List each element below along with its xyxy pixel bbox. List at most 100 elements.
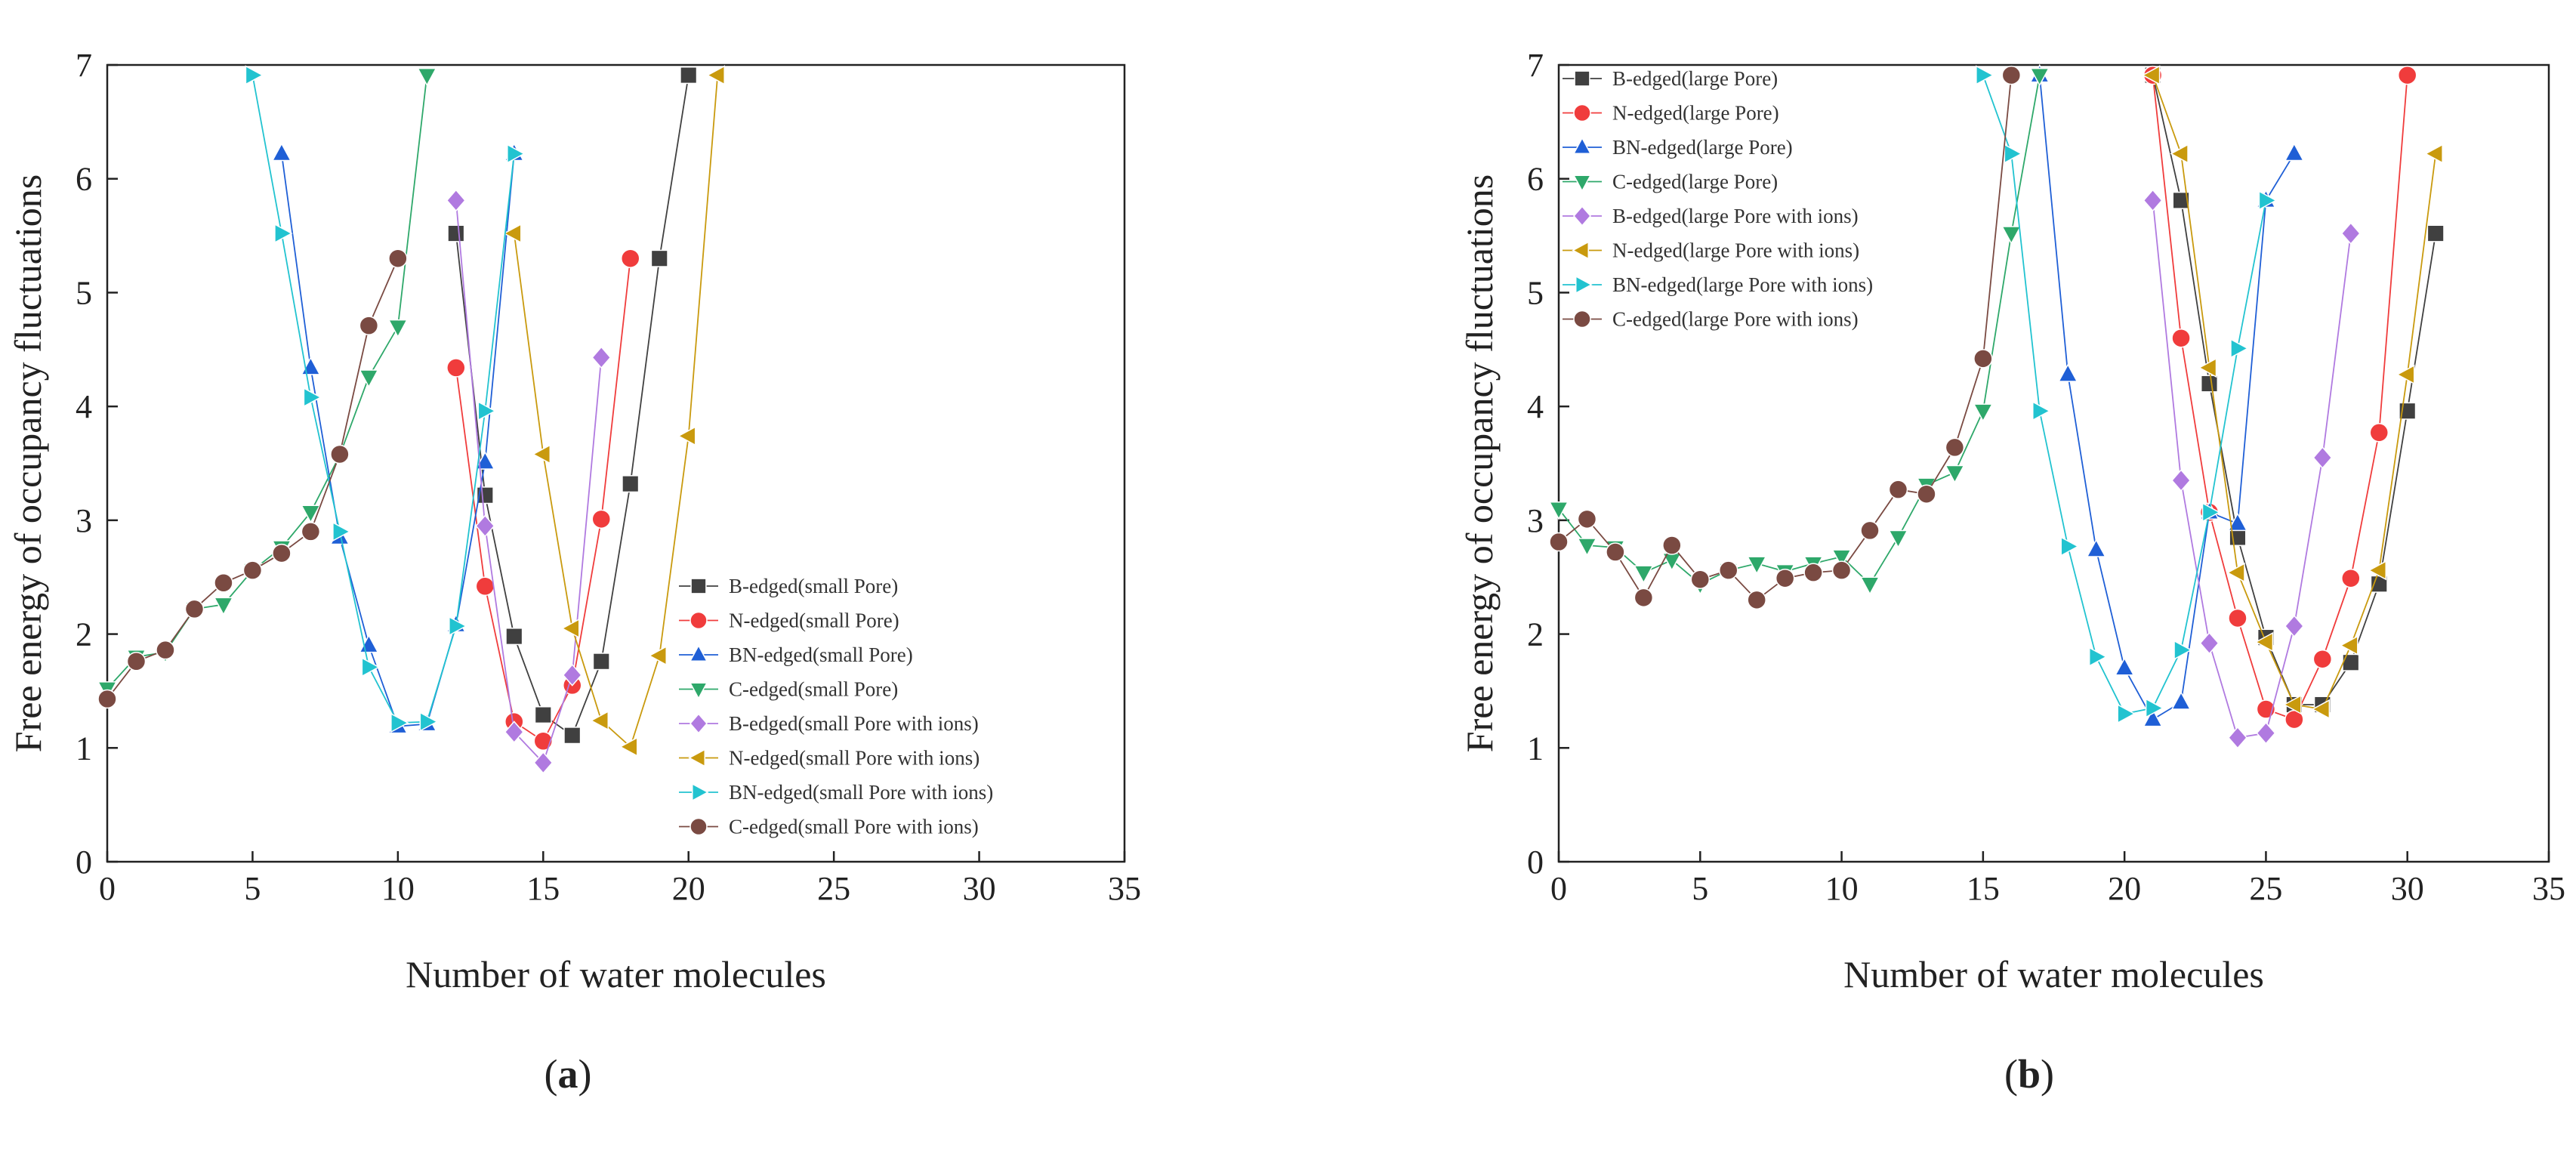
data-point-a-4 [475, 514, 495, 538]
data-point-a-1 [533, 731, 554, 751]
legend-marker-b [1575, 275, 1593, 295]
data-point-b-4 [2227, 726, 2247, 749]
data-point-b-0 [2172, 191, 2190, 209]
data-point-a-7 [97, 689, 117, 709]
legend-label-b: N-edged(large Pore with ions) [1612, 239, 1859, 262]
data-point-b-3 [1973, 403, 1994, 422]
data-point-a-5 [503, 223, 522, 244]
series-line-b-5 [2152, 75, 2437, 711]
legend-label-b: BN-edged(large Pore with ions) [1612, 273, 1873, 296]
data-point-a-3 [387, 319, 409, 338]
y-tick-label-a: 4 [76, 388, 92, 425]
data-point-a-7 [359, 316, 379, 335]
data-point-a-7 [184, 599, 205, 619]
data-point-a-4 [591, 346, 612, 369]
data-point-b-6 [2173, 640, 2192, 660]
data-point-a-0 [505, 628, 523, 646]
x-tick-label-a: 25 [817, 870, 850, 907]
data-point-a-7 [330, 444, 350, 464]
y-tick-label-b: 0 [1527, 844, 1544, 881]
data-point-b-6 [2032, 400, 2051, 421]
data-point-a-6 [332, 521, 351, 542]
y-tick-label-b: 6 [1527, 161, 1544, 198]
series-a-7 [97, 248, 408, 709]
series-line-a-3 [106, 75, 428, 690]
data-point-b-3 [1888, 529, 1908, 549]
series-line-b-2 [2038, 75, 2295, 721]
legend-label-b: C-edged(large Pore) [1612, 171, 1778, 193]
x-tick-label-b: 15 [1967, 870, 2000, 907]
data-point-b-4 [2340, 222, 2361, 245]
series-b-1 [2143, 65, 2417, 730]
legend-marker-b [1573, 103, 1591, 122]
data-point-a-1 [446, 358, 466, 378]
x-tick-label-a: 30 [963, 870, 996, 907]
data-point-b-4 [2256, 721, 2276, 745]
legend-label-b: N-edged(large Pore) [1612, 102, 1779, 125]
y-tick-label-b: 7 [1527, 47, 1544, 84]
data-point-b-7 [1831, 560, 1852, 580]
data-point-a-1 [475, 576, 495, 597]
data-point-b-3 [2029, 67, 2050, 87]
data-point-b-2 [2284, 142, 2305, 162]
x-axis-title-a: Number of water molecules [406, 953, 826, 995]
series-b-6 [1976, 65, 2278, 724]
data-point-a-6 [507, 143, 526, 164]
legend-marker-b [1574, 70, 1590, 87]
series-a-3 [97, 67, 437, 700]
series-line-a-4 [455, 200, 603, 764]
legend-marker-a [690, 713, 708, 734]
data-point-a-0 [534, 706, 552, 724]
data-point-b-6 [2258, 190, 2278, 211]
data-point-b-0 [2426, 224, 2445, 242]
data-point-a-6 [449, 616, 467, 637]
legend-marker-b [1573, 310, 1591, 329]
data-point-b-6 [2145, 698, 2164, 718]
data-point-a-7 [242, 560, 263, 580]
data-point-a-5 [648, 645, 667, 666]
data-point-b-5 [2340, 635, 2359, 656]
data-point-b-3 [1945, 464, 1965, 484]
data-point-b-7 [1747, 590, 1766, 610]
legend-label-a: BN-edged(small Pore) [729, 643, 913, 666]
data-point-b-4 [2312, 446, 2333, 469]
x-tick-label-b: 5 [1692, 870, 1708, 907]
data-point-b-3 [1548, 501, 1569, 520]
data-point-b-2 [2086, 538, 2106, 557]
data-point-a-0 [622, 475, 640, 493]
data-point-a-4 [562, 663, 582, 687]
legend-label-a: BN-edged(small Pore with ions) [729, 781, 993, 804]
data-point-b-2 [2057, 363, 2078, 382]
data-point-a-7 [126, 651, 147, 671]
series-a-5 [503, 65, 725, 758]
data-point-b-4 [2199, 631, 2220, 655]
data-point-b-1 [2312, 649, 2333, 669]
legend-label-b: C-edged(large Pore with ions) [1612, 308, 1859, 331]
legend-marker-a [690, 578, 707, 594]
legend-a: B-edged(small Pore) N-edged(small Pore) BN… [679, 575, 993, 838]
data-point-b-7 [1634, 588, 1654, 608]
y-tick-label-b: 5 [1527, 274, 1544, 311]
y-tick-label-a: 6 [76, 161, 92, 198]
data-point-b-1 [2341, 568, 2361, 588]
y-tick-label-a: 7 [76, 47, 92, 84]
data-point-a-4 [504, 721, 524, 744]
legend-marker-a [689, 682, 708, 700]
data-point-a-1 [591, 509, 612, 529]
legend-label-a: C-edged(small Pore with ions) [729, 816, 979, 838]
y-tick-label-a: 5 [76, 274, 92, 311]
data-point-a-2 [475, 451, 495, 470]
data-point-a-6 [361, 657, 381, 677]
data-point-b-7 [1945, 437, 1965, 458]
series-line-b-6 [1982, 75, 2267, 715]
x-tick-label-a: 5 [244, 870, 261, 907]
data-point-b-7 [1973, 349, 1993, 369]
data-point-a-6 [245, 65, 264, 85]
data-point-a-7 [156, 640, 175, 660]
data-point-b-2 [2227, 512, 2248, 532]
data-point-b-3 [1746, 556, 1767, 575]
legend-label-a: C-edged(small Pore) [729, 678, 898, 701]
data-point-b-6 [2230, 338, 2249, 359]
data-point-a-5 [677, 426, 696, 446]
data-point-b-7 [1662, 535, 1682, 555]
